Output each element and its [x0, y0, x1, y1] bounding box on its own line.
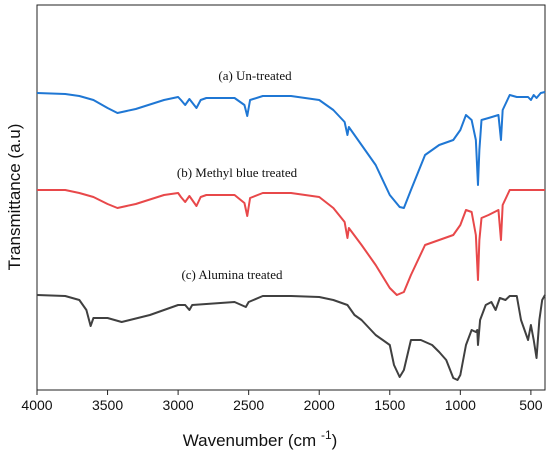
x-tick-label: 3500: [92, 397, 123, 413]
x-tick-label: 1000: [445, 397, 476, 413]
x-axis-title: Wavenumber (cm -1): [183, 428, 338, 450]
plot-frame: [36, 4, 546, 391]
x-tick-label: 3000: [163, 397, 194, 413]
x-tick-label: 1500: [374, 397, 405, 413]
x-tick-label: 2000: [304, 397, 335, 413]
x-tick-label: 4000: [21, 397, 52, 413]
x-tick-label: 2500: [233, 397, 264, 413]
y-axis-title: Transmittance (a.u): [5, 124, 24, 271]
x-axis-title-text: Wavenumber (cm: [183, 431, 317, 450]
series-label: (a) Un-treated: [218, 68, 292, 83]
series-label: (c) Alumina treated: [181, 267, 283, 282]
spectrum-line: [36, 294, 546, 381]
x-axis-title-sup: -1: [321, 428, 332, 442]
series-label: (b) Methyl blue treated: [177, 165, 298, 180]
x-tick-label: 500: [519, 397, 543, 413]
spectrum-line: [37, 189, 545, 296]
x-axis-title-suffix: ): [332, 431, 338, 450]
spectrum-line: [36, 91, 546, 209]
